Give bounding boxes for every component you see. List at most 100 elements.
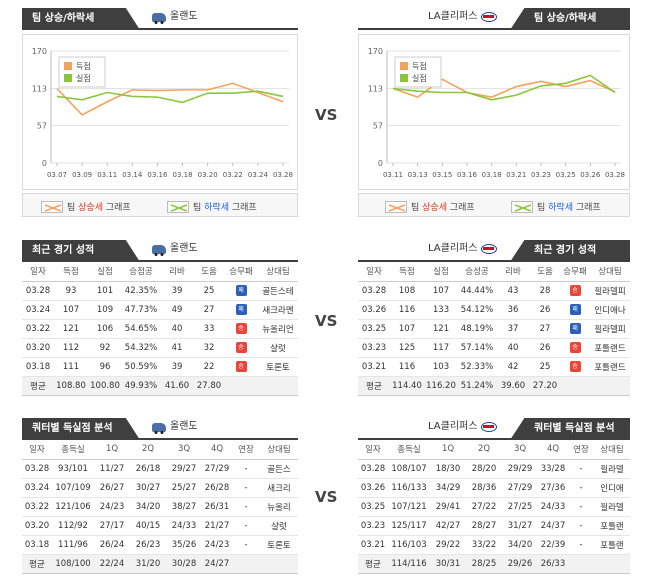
table-cell: 114.40 <box>390 376 424 396</box>
table-cell: 27.80 <box>194 376 224 396</box>
table-cell: 31/20 <box>130 554 166 574</box>
table-cell: 37 <box>496 319 530 339</box>
clippers-logo-icon <box>481 422 498 432</box>
table-cell: 114/116 <box>388 554 430 574</box>
right-quarter-header-line <box>358 438 630 440</box>
series-line-allowed <box>392 74 616 101</box>
table-cell: 108 <box>390 281 424 301</box>
table-cell: 107/121 <box>388 497 430 517</box>
table-cell <box>590 376 630 396</box>
table-cell: 42/27 <box>430 516 466 536</box>
table-cell: 03.22 <box>22 497 52 517</box>
table-cell: 49.93% <box>122 376 160 396</box>
table-cell: 108/107 <box>388 459 430 479</box>
table-cell: 뉴올리언 <box>258 319 298 339</box>
table-cell: 03.26 <box>358 300 390 320</box>
table-cell <box>232 554 260 574</box>
column-header: 3Q <box>502 440 538 460</box>
table-cell: 117 <box>424 338 458 358</box>
legend-swatch <box>64 62 72 70</box>
table-cell: 필라델 <box>594 459 630 479</box>
table-cell: 25/27 <box>166 478 202 498</box>
left-chart-header-line <box>22 28 298 30</box>
column-header: 도움 <box>194 262 224 282</box>
table-cell: 47.73% <box>122 300 160 320</box>
table-cell: 116 <box>390 357 424 377</box>
table-row: 03.18 111 96 50.59% 39 22 승 토론토 <box>22 357 298 377</box>
table-cell: 03.21 <box>358 535 388 555</box>
table-cell: 121 <box>54 319 88 339</box>
table-row: 03.21 116 103 52.33% 42 25 승 포틀랜드 <box>358 357 630 377</box>
result-cell: 패 <box>560 319 590 339</box>
table-cell: 30/27 <box>130 478 166 498</box>
table-cell: 03.18 <box>22 357 54 377</box>
left-quarter-header-line <box>22 438 298 440</box>
right-recent-table: 일자 득점 실점 승성공 리바 도움 승무패 상대팀 03.28 108 107 44.44% 43 28… <box>358 262 630 396</box>
left-recent-header: 최근 경기 성적 <box>22 240 140 262</box>
average-row: 평균 114.40 116.20 51.24% 39.60 27.20 <box>358 376 630 396</box>
column-header: 3Q <box>166 440 202 460</box>
table-cell: 41.60 <box>160 376 194 396</box>
table-cell: 44.44% <box>458 281 496 301</box>
x-tick-label: 03.16 <box>147 171 168 179</box>
table-cell: 03.25 <box>358 319 390 339</box>
x-tick-label: 03.15 <box>432 171 452 179</box>
table-cell: 26/18 <box>130 459 166 479</box>
orlando-logo-icon <box>152 422 166 434</box>
table-cell <box>260 554 298 574</box>
column-header: 상대팀 <box>590 262 630 282</box>
table-cell: 31/27 <box>502 516 538 536</box>
table-cell: 93/101 <box>52 459 94 479</box>
clippers-logo-icon <box>481 244 498 254</box>
y-tick-label: 0 <box>378 159 383 168</box>
table-row: 03.24 107/109 26/27 30/27 25/27 26/28- 새크리 <box>22 478 298 498</box>
table-cell: 토론토 <box>258 357 298 377</box>
table-cell: 22/24 <box>94 554 130 574</box>
table-cell: 11/27 <box>94 459 130 479</box>
table-cell: 40 <box>160 319 194 339</box>
table-cell: - <box>568 535 594 555</box>
table-cell: 112 <box>54 338 88 358</box>
table-cell: 샬럿 <box>258 338 298 358</box>
table-cell: 03.18 <box>22 535 52 555</box>
table-cell: 116/103 <box>388 535 430 555</box>
legend-swatch <box>400 62 408 70</box>
right-recent-header: 최근 경기 성적 <box>510 240 630 262</box>
table-cell: 39.60 <box>496 376 530 396</box>
table-cell: - <box>232 497 260 517</box>
series-line-score <box>56 82 284 116</box>
table-cell <box>594 554 630 574</box>
table-cell: - <box>232 478 260 498</box>
right-legend-bar: 팀 상승세 그래프 팀 하락세 그래프 <box>358 193 630 217</box>
result-cell: 승 <box>560 281 590 301</box>
column-header: 연장 <box>568 440 594 460</box>
table-cell: 27/29 <box>202 459 232 479</box>
x-tick-label: 03.18 <box>173 171 193 179</box>
right-trend-chart: 0 57 113 170 03.11 03.13 03.15 03.16 03.18 03.21 0… <box>368 47 625 179</box>
table-cell: 51.24% <box>458 376 496 396</box>
x-tick-label: 03.21 <box>506 171 526 179</box>
table-cell <box>560 376 590 396</box>
table-cell: 108.80 <box>54 376 88 396</box>
table-cell: 101 <box>88 281 122 301</box>
table-cell: 03.24 <box>22 478 52 498</box>
table-row: 03.23 125 117 57.14% 40 26 승 포틀랜드 <box>358 338 630 358</box>
table-cell: 112/92 <box>52 516 94 536</box>
table-row: 03.22 121 106 54.65% 40 33 승 뉴올리언 <box>22 319 298 339</box>
table-cell: 33/28 <box>538 459 568 479</box>
table-cell: 50.59% <box>122 357 160 377</box>
table-cell <box>258 376 298 396</box>
table-cell: 28/20 <box>466 459 502 479</box>
table-cell <box>568 554 594 574</box>
table-cell: 25 <box>194 281 224 301</box>
table-cell: 35/26 <box>166 535 202 555</box>
right-chart-header-line <box>358 28 630 30</box>
legend-label: 실점 <box>76 73 91 83</box>
table-cell: 26/31 <box>202 497 232 517</box>
win-badge-icon: 승 <box>569 285 581 296</box>
table-cell: 22/39 <box>538 535 568 555</box>
column-header: 승무패 <box>224 262 258 282</box>
table-cell: 포틀랜드 <box>590 357 630 377</box>
